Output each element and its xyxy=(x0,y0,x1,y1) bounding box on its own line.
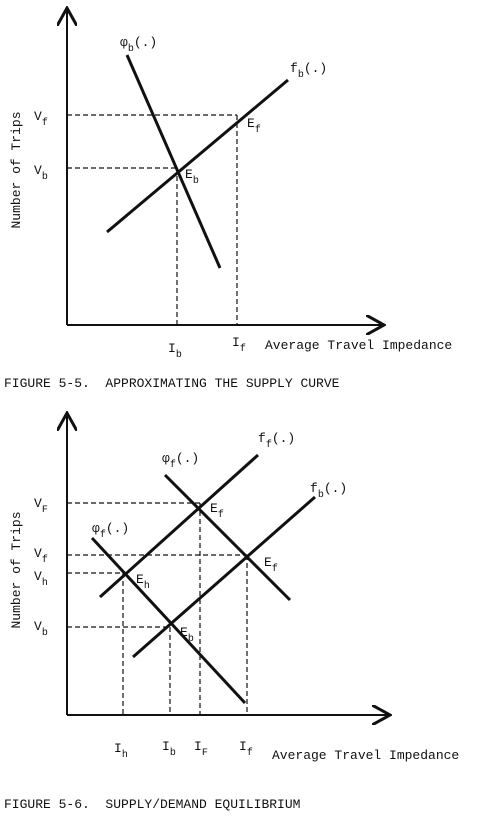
label-base: I xyxy=(232,335,240,350)
label-tail: (.) xyxy=(106,521,129,536)
label-base: E xyxy=(264,555,272,570)
label-base: E xyxy=(185,167,193,182)
label-sub: f xyxy=(255,124,261,136)
label-base: I xyxy=(239,739,247,754)
label-base: V xyxy=(34,163,42,178)
label: ff(.) xyxy=(258,431,295,451)
label-sub: f xyxy=(247,747,253,759)
label: fb(.) xyxy=(310,481,347,501)
label: Vb xyxy=(34,619,48,639)
label-sub: f xyxy=(272,563,278,575)
label-base: f xyxy=(258,431,266,446)
label: Ef xyxy=(247,116,261,136)
label-sub: f xyxy=(266,439,272,451)
label-base: I xyxy=(168,341,176,356)
label: Ib xyxy=(168,341,182,361)
curve xyxy=(90,536,247,705)
label-sub: b xyxy=(42,627,48,639)
y-axis-label: Number of Trips xyxy=(9,511,24,628)
label-sub: b xyxy=(176,349,182,361)
label-sub: f xyxy=(170,459,176,471)
label: φf(.) xyxy=(92,521,129,541)
label: Eh xyxy=(136,572,150,592)
label-base: V xyxy=(34,109,42,124)
curve xyxy=(125,54,222,269)
label-base: V xyxy=(34,619,42,634)
label: Vf xyxy=(34,109,48,129)
label: IF xyxy=(194,739,208,759)
label: Vf xyxy=(34,546,48,566)
label-sub: b xyxy=(193,175,199,187)
label-sub: b xyxy=(318,489,324,501)
label: Ef xyxy=(264,555,278,575)
label-base: E xyxy=(210,501,218,516)
x-axis-label: Average Travel Impedance xyxy=(265,338,452,353)
label-base: f xyxy=(290,61,298,76)
label-base: V xyxy=(34,569,42,584)
label: φb(.) xyxy=(120,35,157,55)
label-sub: f xyxy=(240,343,246,355)
caption: FIGURE 5-5. APPROXIMATING THE SUPPLY CUR… xyxy=(4,376,340,391)
label-base: f xyxy=(310,481,318,496)
label-sub: h xyxy=(42,577,48,589)
label-base: E xyxy=(180,625,188,640)
label-base: φ xyxy=(120,35,128,50)
label-sub: F xyxy=(42,505,48,516)
label: φf(.) xyxy=(162,451,199,471)
x-axis-label: Average Travel Impedance xyxy=(272,748,459,763)
label-base: E xyxy=(136,572,144,587)
label-sub: b xyxy=(170,747,176,759)
label-tail: (.) xyxy=(272,431,295,446)
label-tail: (.) xyxy=(304,61,327,76)
label-base: I xyxy=(162,739,170,754)
label-tail: (.) xyxy=(134,35,157,50)
label-sub: b xyxy=(42,171,48,183)
label-sub: h xyxy=(144,580,150,592)
label-base: V xyxy=(34,546,42,561)
label-sub: f xyxy=(100,529,106,541)
curve xyxy=(163,473,292,602)
label-base: I xyxy=(114,741,122,756)
label-base: E xyxy=(247,116,255,131)
label: If xyxy=(232,335,246,355)
label-sub: f xyxy=(42,117,48,129)
label: VF xyxy=(34,496,48,516)
label-sub: F xyxy=(202,748,208,759)
label: If xyxy=(239,739,253,759)
label-tail: (.) xyxy=(324,481,347,496)
y-axis-label: Number of Trips xyxy=(9,111,24,228)
label-tail: (.) xyxy=(176,451,199,466)
label-base: I xyxy=(194,739,202,754)
label-sub: h xyxy=(122,749,128,761)
label: Vb xyxy=(34,163,48,183)
label-sub: b xyxy=(298,69,304,81)
label-sub: f xyxy=(218,509,224,521)
label-sub: f xyxy=(42,554,48,566)
curve xyxy=(106,78,289,234)
label-base: φ xyxy=(162,451,170,466)
label: fb(.) xyxy=(290,61,327,81)
label-base: φ xyxy=(92,521,100,536)
label-sub: b xyxy=(128,43,134,55)
label: Vh xyxy=(34,569,48,589)
curve xyxy=(132,495,316,659)
label: Eb xyxy=(180,625,194,645)
label: Ef xyxy=(210,501,224,521)
label-base: V xyxy=(34,496,42,511)
label: Ih xyxy=(114,741,128,761)
caption: FIGURE 5-6. SUPPLY/DEMAND EQUILIBRIUM xyxy=(4,797,300,812)
label: Ib xyxy=(162,739,176,759)
label-sub: b xyxy=(188,633,194,645)
label: Eb xyxy=(185,167,199,187)
